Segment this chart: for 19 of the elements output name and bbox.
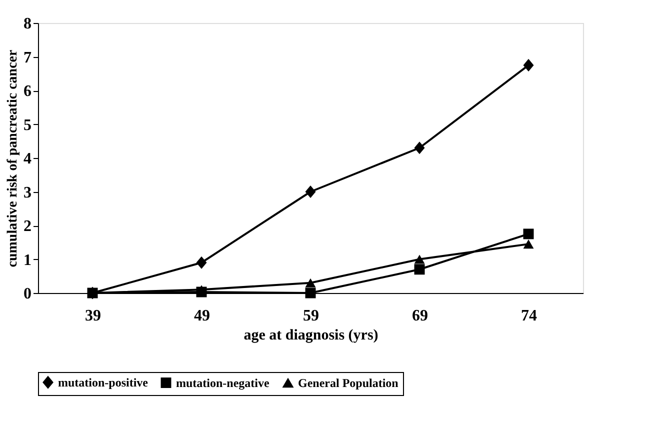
y-tick-label: 0	[24, 286, 32, 302]
legend-label: mutation-positive	[58, 375, 149, 390]
legend-label: mutation-negative	[176, 376, 270, 390]
y-tick-label: 7	[24, 49, 32, 66]
y-tick-label: 6	[24, 83, 32, 100]
x-tick-label: 59	[303, 308, 319, 324]
x-tick-label: 69	[412, 308, 428, 324]
x-tick-label: 74	[521, 308, 537, 324]
y-tick-label: 4	[24, 150, 32, 168]
x-tick-label: 49	[194, 308, 210, 324]
x-tick-label: 39	[85, 308, 101, 324]
y-tick-label: 3	[24, 184, 32, 202]
y-tick-label: 2	[24, 218, 32, 235]
x-axis-title: age at diagnosis (yrs)	[244, 328, 378, 344]
y-tick-label: 5	[24, 116, 32, 134]
y-axis-title: cumulative risk of pancreatic cancer	[6, 50, 20, 268]
y-tick-label: 8	[24, 16, 32, 32]
legend-label: General Population	[298, 376, 399, 390]
y-tick-label: 1	[24, 252, 32, 269]
